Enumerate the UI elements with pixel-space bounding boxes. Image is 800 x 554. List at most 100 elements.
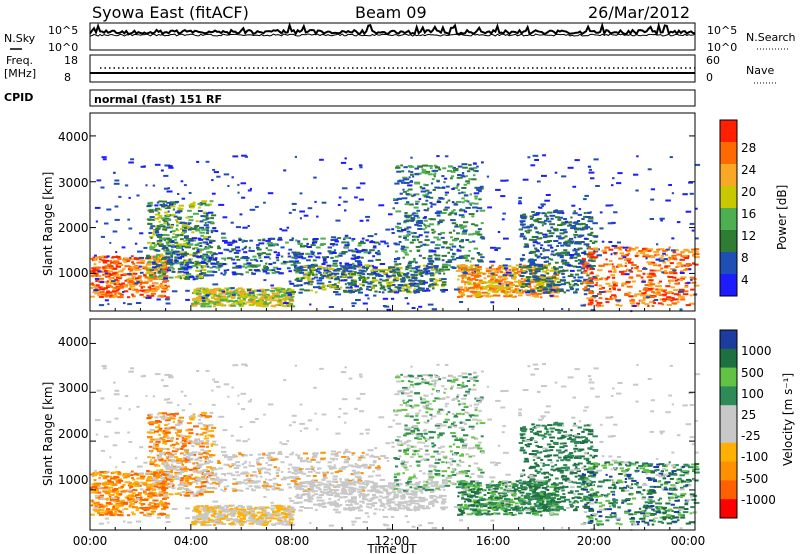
power-cell — [326, 256, 329, 259]
power-cell — [135, 277, 140, 280]
power-cell — [150, 231, 155, 234]
power-cell — [268, 297, 272, 300]
power-cell — [306, 281, 309, 284]
power-cell — [131, 255, 134, 258]
power-cell — [223, 248, 229, 251]
power-cell — [650, 198, 655, 201]
power-cell — [413, 288, 420, 291]
power-cell — [393, 260, 397, 263]
power-cell — [663, 270, 668, 273]
power-cell — [522, 284, 527, 287]
power-cell — [574, 221, 579, 224]
power-cell — [210, 301, 216, 304]
power-cell — [460, 294, 466, 296]
power-cell — [595, 304, 601, 307]
power-cell — [538, 285, 543, 288]
velocity-cell — [117, 478, 122, 481]
power-cell — [227, 185, 230, 187]
power-cell — [386, 245, 390, 248]
power-cell — [524, 237, 527, 240]
velocity-cell — [198, 418, 201, 421]
power-cell — [545, 194, 551, 196]
power-cell — [490, 268, 496, 271]
power-cell — [520, 221, 524, 224]
power-cell — [558, 237, 564, 240]
power-cell — [412, 279, 415, 282]
power-cell — [201, 297, 205, 300]
power-cell — [440, 285, 445, 288]
power-cell — [192, 247, 195, 250]
power-cell — [504, 269, 508, 272]
power-cell — [211, 289, 218, 292]
power-cell — [232, 292, 238, 295]
power-cell — [118, 276, 123, 279]
velocity-cell — [113, 478, 117, 481]
power-cell — [414, 173, 420, 176]
velocity-cell — [103, 504, 108, 507]
power-cell — [545, 264, 550, 267]
power-cell — [493, 290, 497, 293]
power-cell — [169, 266, 174, 269]
power-cell — [262, 270, 268, 273]
power-cell — [658, 257, 664, 260]
velocity-cell — [115, 490, 120, 493]
velocity-cell — [128, 501, 133, 504]
power-cell — [550, 291, 555, 294]
velocity-cell — [149, 431, 155, 434]
power-cell — [499, 285, 505, 287]
power-cell — [213, 171, 219, 174]
power-cell — [273, 243, 277, 246]
power-cell — [175, 228, 178, 231]
power-cell — [409, 180, 414, 183]
power-cell — [472, 174, 476, 177]
power-cell — [649, 283, 656, 286]
power-cell — [97, 275, 102, 277]
power-cell — [582, 288, 587, 291]
power-cell — [547, 211, 553, 214]
power-cell — [262, 297, 265, 300]
power-cell — [361, 271, 365, 274]
power-cell — [447, 199, 451, 202]
power-cell — [441, 246, 445, 249]
power-cell — [559, 278, 562, 281]
power-cell — [418, 241, 423, 244]
power-cell — [491, 295, 494, 297]
power-cell — [471, 215, 475, 218]
power-cell — [476, 207, 483, 210]
power-cell — [470, 257, 475, 260]
power-cell — [531, 273, 536, 276]
power-cell — [577, 247, 583, 250]
power-cell — [626, 268, 629, 271]
power-cell — [143, 246, 148, 249]
velocity-cell — [147, 456, 151, 459]
power-cell — [413, 214, 419, 217]
power-cell — [626, 249, 631, 252]
power-cell — [417, 228, 423, 230]
power-cell — [617, 263, 623, 266]
freq-tick-top: 18 — [64, 54, 78, 67]
velocity-cell — [200, 482, 204, 485]
power-cell — [154, 204, 159, 207]
velocity-cell — [163, 477, 168, 480]
power-cell — [533, 226, 537, 229]
power-cell — [408, 279, 414, 282]
power-cell — [327, 246, 332, 249]
power-cell — [411, 307, 416, 309]
power-cell — [634, 246, 639, 249]
power-cell — [256, 246, 259, 249]
power-cell — [584, 262, 590, 265]
power-cell — [627, 291, 632, 294]
power-cell — [166, 201, 171, 204]
power-cell — [463, 221, 469, 224]
power-cell — [235, 226, 241, 229]
power-cell — [385, 228, 391, 231]
power-cell — [410, 218, 416, 221]
noise-search-label: N.Search — [746, 31, 796, 44]
power-cell — [414, 271, 418, 274]
power-cell — [200, 234, 204, 237]
power-cell — [482, 287, 488, 290]
power-cell — [188, 260, 192, 263]
power-cell — [212, 271, 218, 273]
power-cell — [329, 284, 334, 287]
power-cell — [515, 285, 519, 288]
